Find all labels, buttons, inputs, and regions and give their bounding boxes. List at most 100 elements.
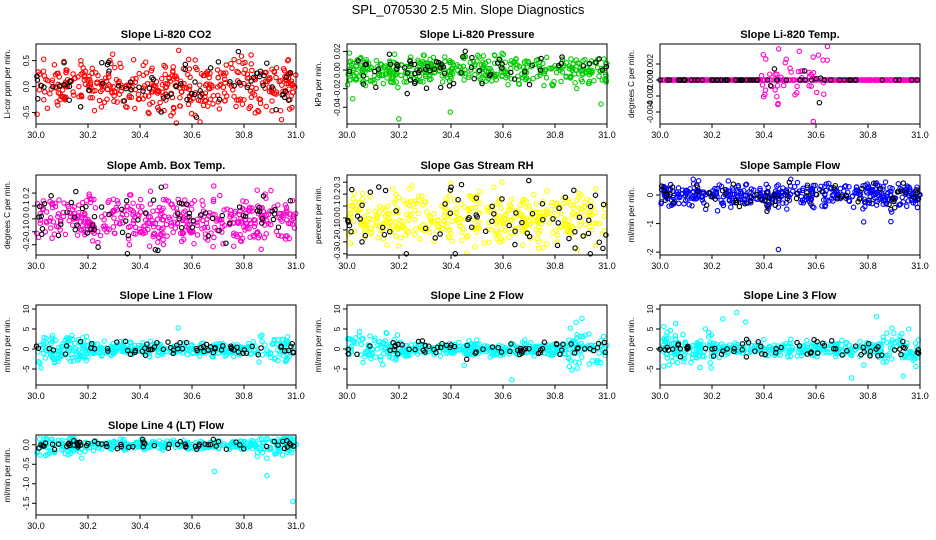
point — [87, 199, 94, 206]
reference-point — [522, 345, 529, 352]
point — [79, 199, 86, 206]
point — [395, 194, 402, 201]
point — [89, 70, 95, 77]
point — [420, 79, 426, 85]
point — [87, 95, 93, 101]
point — [217, 81, 224, 88]
point — [883, 200, 890, 207]
point — [470, 217, 476, 223]
reference-point — [412, 346, 418, 353]
reference-point — [903, 189, 909, 196]
point — [41, 89, 48, 95]
point — [523, 342, 529, 348]
point — [864, 190, 870, 196]
point — [162, 64, 169, 70]
point — [361, 67, 367, 73]
reference-point — [762, 351, 768, 358]
point — [672, 333, 679, 339]
reference-point — [831, 185, 837, 191]
point — [350, 196, 356, 202]
reference-point — [234, 344, 240, 350]
point — [714, 185, 720, 192]
point — [396, 116, 402, 122]
point — [446, 192, 453, 199]
reference-point — [219, 212, 226, 219]
point — [198, 71, 205, 77]
point — [211, 234, 217, 241]
point — [701, 354, 707, 360]
point — [57, 347, 64, 353]
point — [553, 349, 559, 355]
point — [163, 221, 170, 228]
point — [75, 209, 82, 216]
reference-point — [801, 68, 808, 74]
point — [794, 90, 800, 96]
reference-point — [540, 216, 546, 223]
point — [576, 60, 583, 67]
point — [523, 204, 529, 210]
point — [385, 210, 391, 217]
reference-point — [468, 64, 475, 71]
point — [273, 89, 280, 95]
reference-point — [91, 213, 98, 220]
point — [678, 190, 685, 197]
point — [264, 347, 270, 354]
point — [826, 180, 832, 187]
point — [363, 59, 370, 65]
point — [186, 228, 193, 234]
reference-point — [575, 345, 581, 351]
point — [140, 62, 146, 69]
reference-point — [203, 341, 210, 348]
point — [408, 213, 414, 219]
point — [252, 347, 258, 354]
point — [513, 208, 519, 214]
reference-point — [193, 114, 200, 120]
x-tick-label: 30.4 — [755, 391, 773, 401]
point — [289, 81, 295, 87]
reference-point — [769, 198, 775, 204]
point — [159, 210, 165, 217]
point — [256, 445, 263, 452]
reference-point — [127, 351, 134, 358]
point — [660, 336, 667, 342]
point — [447, 109, 454, 115]
point — [280, 66, 287, 72]
x-tick-label: 30.8 — [546, 391, 564, 401]
reference-point — [188, 91, 195, 97]
point — [78, 71, 84, 77]
point — [85, 223, 91, 229]
point — [36, 436, 43, 442]
reference-point — [36, 214, 42, 220]
reference-point — [437, 231, 443, 237]
point — [745, 77, 751, 83]
point — [76, 202, 82, 208]
point — [496, 239, 503, 245]
point — [51, 62, 58, 68]
point — [284, 233, 290, 239]
y-tick-label: 0.000 — [646, 69, 655, 90]
point — [775, 246, 782, 253]
reference-point — [68, 199, 75, 206]
point — [511, 59, 518, 65]
point — [667, 327, 674, 334]
reference-point — [669, 184, 676, 190]
point — [77, 449, 83, 455]
point — [477, 200, 483, 206]
reference-point — [599, 67, 606, 73]
reference-point — [202, 210, 209, 216]
point — [200, 340, 207, 347]
point — [809, 185, 815, 192]
point — [535, 224, 542, 231]
point — [148, 67, 155, 74]
point — [42, 452, 49, 459]
y-tick-label: -0.2 — [22, 237, 31, 251]
point — [145, 226, 151, 233]
reference-point — [264, 60, 270, 66]
point — [372, 354, 379, 360]
reference-point — [178, 81, 184, 87]
point — [465, 74, 472, 81]
point — [540, 342, 546, 348]
point — [707, 360, 713, 366]
point — [486, 239, 492, 245]
reference-point — [55, 232, 62, 239]
